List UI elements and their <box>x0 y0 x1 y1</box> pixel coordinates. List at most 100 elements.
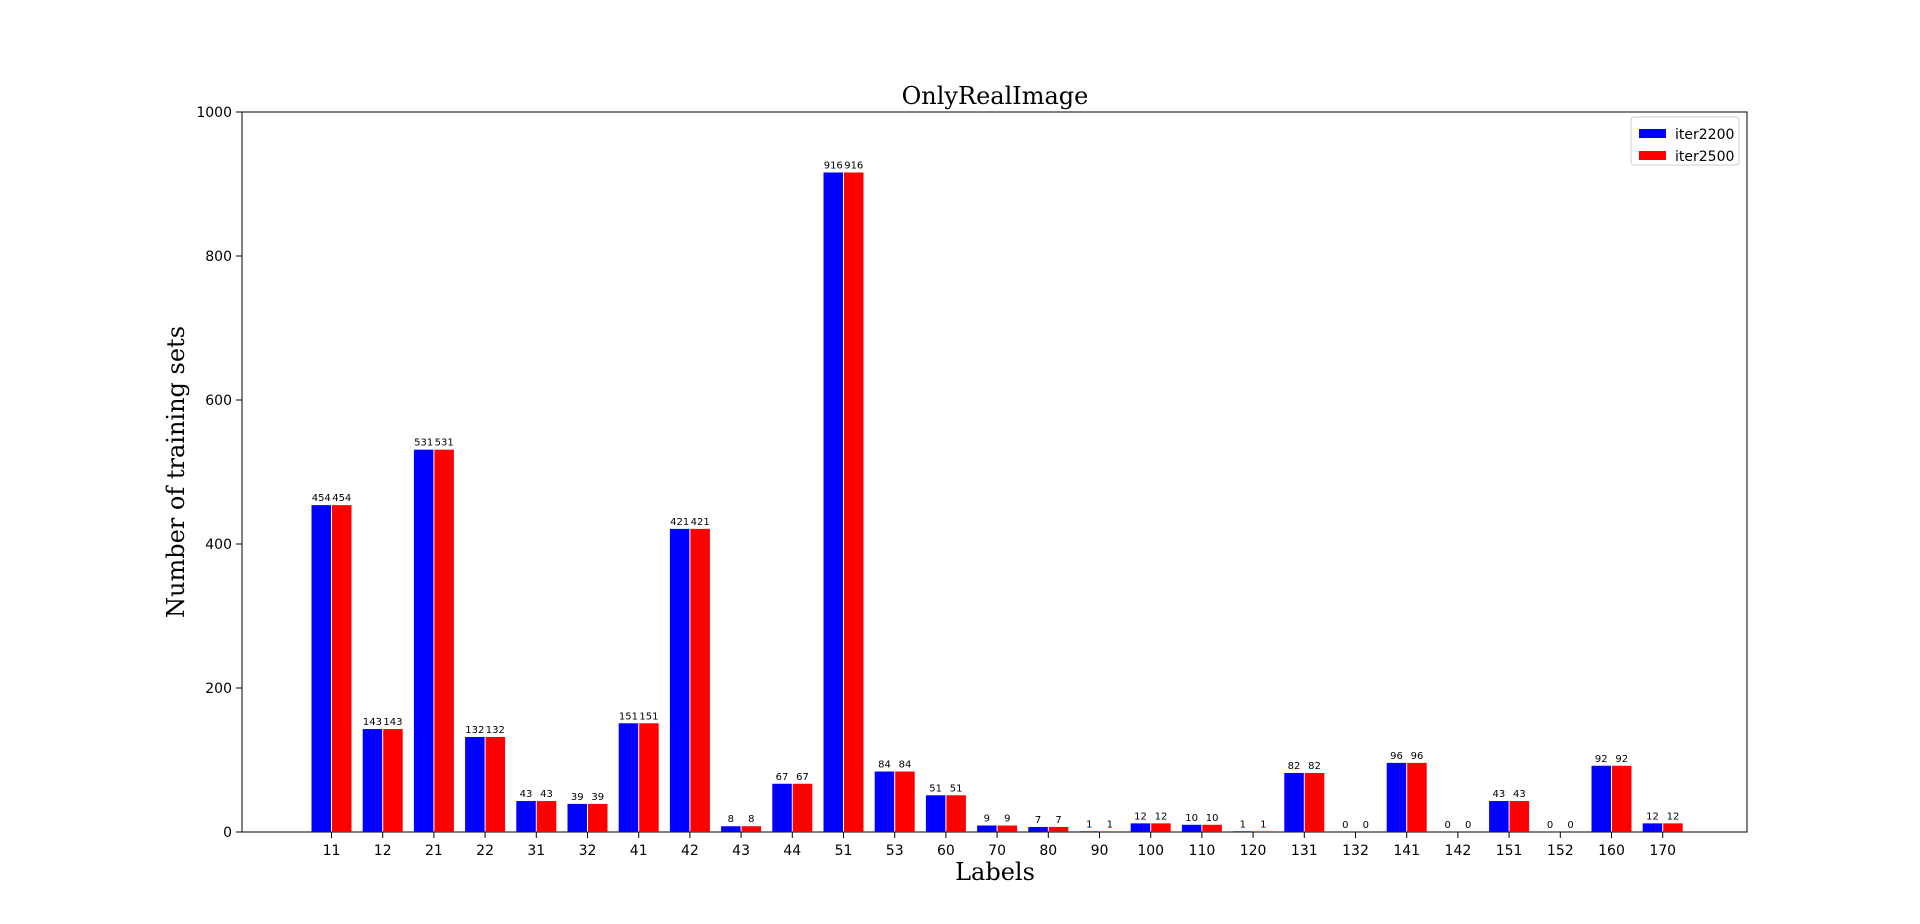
x-tick-label: 32 <box>579 843 597 859</box>
y-tick-label: 1000 <box>196 105 232 121</box>
bar-value-label: 1 <box>1260 819 1266 830</box>
bar-iter2200 <box>413 449 434 832</box>
bar-value-label: 1 <box>1240 819 1246 830</box>
x-axis-label: Labels <box>955 858 1035 886</box>
bar-value-label: 43 <box>1492 789 1505 800</box>
bar-value-label: 39 <box>571 792 584 803</box>
legend-swatch-iter2200 <box>1639 129 1666 138</box>
bar-iter2500 <box>1202 824 1222 832</box>
bar-iter2500 <box>1407 762 1427 832</box>
x-tick-label: 110 <box>1189 843 1216 859</box>
bar-value-label: 0 <box>1465 820 1471 831</box>
bar-value-label: 12 <box>1155 811 1168 822</box>
bar-value-label: 143 <box>363 717 382 728</box>
bar-iter2200 <box>925 795 946 832</box>
bar-value-label: 1 <box>1086 819 1092 830</box>
bar-iter2200 <box>772 783 792 832</box>
x-tick-label: 131 <box>1291 843 1318 859</box>
y-tick-label: 800 <box>205 249 232 265</box>
bar-iter2500 <box>1100 831 1120 832</box>
bar-value-label: 421 <box>691 517 710 528</box>
x-tick-label: 90 <box>1091 843 1109 859</box>
bar-value-label: 9 <box>984 814 990 825</box>
bar-value-label: 10 <box>1185 813 1198 824</box>
x-tick-label: 120 <box>1240 843 1267 859</box>
x-tick-label: 60 <box>937 843 955 859</box>
chart-title: OnlyRealImage <box>902 82 1089 110</box>
bar-value-label: 454 <box>312 493 331 504</box>
bar-iter2500 <box>997 825 1018 832</box>
bar-value-label: 43 <box>1513 789 1526 800</box>
bar-value-label: 421 <box>670 517 689 528</box>
bar-value-label: 0 <box>1363 820 1369 831</box>
x-tick-label: 43 <box>732 843 750 859</box>
bar-value-label: 39 <box>591 792 604 803</box>
bar-iter2200 <box>1284 772 1304 832</box>
bar-iter2200 <box>1642 823 1663 832</box>
x-tick-label: 31 <box>527 843 545 859</box>
bar-iter2500 <box>1253 831 1274 832</box>
bar-value-label: 143 <box>383 717 402 728</box>
x-tick-label: 132 <box>1342 843 1369 859</box>
bar-value-label: 84 <box>899 760 912 771</box>
x-tick-label: 42 <box>681 843 699 859</box>
y-axis-label: Number of training sets <box>162 326 190 618</box>
bar-iter2200 <box>1233 831 1253 832</box>
bar-iter2200 <box>1181 824 1202 832</box>
bar-value-label: 82 <box>1288 761 1301 772</box>
bar-iter2200 <box>977 825 997 832</box>
x-tick-label: 151 <box>1496 843 1523 859</box>
x-tick-label: 51 <box>835 843 853 859</box>
bar-iter2500 <box>844 172 864 833</box>
bar-value-label: 0 <box>1342 820 1348 831</box>
bar-iter2500 <box>1048 826 1069 832</box>
bar-value-label: 132 <box>486 725 505 736</box>
y-tick-label: 400 <box>205 537 232 553</box>
bar-value-label: 1 <box>1107 819 1113 830</box>
bar-iter2200 <box>669 528 690 832</box>
bar-iter2500 <box>485 736 506 832</box>
bar-value-label: 0 <box>1547 820 1553 831</box>
bar-value-label: 67 <box>776 772 789 783</box>
bar-iter2200 <box>618 723 639 832</box>
bar-value-label: 151 <box>639 711 658 722</box>
bar-value-label: 43 <box>540 789 553 800</box>
bar-iter2500 <box>741 826 762 832</box>
bar-value-label: 12 <box>1646 811 1659 822</box>
bar-iter2200 <box>1591 765 1611 832</box>
bar-iter2200 <box>465 736 485 832</box>
bar-iter2200 <box>721 826 741 832</box>
bar-iter2200 <box>1489 801 1509 832</box>
bar-value-label: 132 <box>465 725 484 736</box>
bar-iter2500 <box>639 723 659 832</box>
legend: iter2200 iter2500 <box>1630 116 1740 166</box>
bar-value-label: 8 <box>728 814 734 825</box>
x-tick-label: 141 <box>1393 843 1420 859</box>
x-tick-label: 41 <box>630 843 648 859</box>
bar-value-label: 51 <box>950 783 963 794</box>
bar-value-label: 454 <box>332 493 351 504</box>
y-tick-label: 200 <box>205 681 232 697</box>
bar-value-label: 916 <box>824 160 843 171</box>
bar-iter2200 <box>362 729 383 832</box>
bar-iter2500 <box>434 449 454 832</box>
bar-value-label: 0 <box>1567 820 1573 831</box>
bar-value-label: 12 <box>1667 811 1680 822</box>
bar-value-label: 96 <box>1390 751 1403 762</box>
bar-value-label: 531 <box>435 438 454 449</box>
bar-iter2200 <box>874 771 895 832</box>
bar-value-label: 151 <box>619 711 638 722</box>
bar-iter2500 <box>1612 765 1632 832</box>
bar-iter2200 <box>516 801 536 832</box>
bar-iter2200 <box>1028 826 1048 832</box>
bar-iter2500 <box>792 783 813 832</box>
y-tick-label: 0 <box>223 825 232 841</box>
bar-iter2200 <box>1130 823 1151 832</box>
x-tick-label: 12 <box>374 843 392 859</box>
x-tick-label: 22 <box>476 843 494 859</box>
x-tick-label: 160 <box>1598 843 1625 859</box>
x-tick-label: 44 <box>783 843 801 859</box>
x-tick-label: 21 <box>425 843 443 859</box>
bar-value-label: 10 <box>1206 813 1219 824</box>
